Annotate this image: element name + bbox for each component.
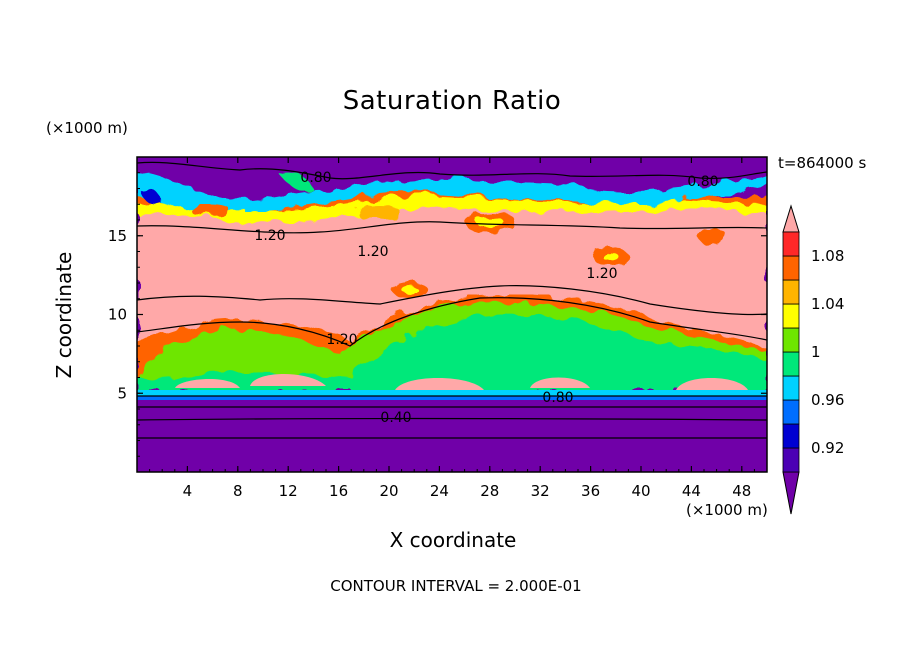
blob	[476, 217, 504, 227]
colorbar: 0.92 0.96 1 1.04 1.08	[782, 204, 844, 515]
x-axis-ticks: 4 8 12 16 20 24 28 32 36 40 44 48	[136, 157, 768, 500]
cloud-base-lenses	[175, 374, 748, 390]
lower-cloud-cyan	[137, 314, 767, 392]
colorbar-swatch	[782, 327, 800, 353]
colorbar-swatch	[782, 231, 800, 257]
y-tick-label: 15	[108, 227, 127, 245]
x-tick-label: 8	[233, 482, 243, 500]
colorbar-label: 1.08	[811, 247, 844, 265]
colorbar-swatch	[782, 375, 800, 401]
x-tick-label: 24	[430, 482, 449, 500]
y-axis-ticks: 5 10 15	[108, 156, 767, 473]
contour-interval-footer: CONTOUR INTERVAL = 2.000E-01	[330, 577, 582, 595]
chart-title: Saturation Ratio	[342, 86, 562, 116]
colorbar-swatch	[782, 423, 800, 449]
contour-label: 0.80	[300, 170, 331, 186]
blob	[190, 204, 230, 216]
contour-label: 1.20	[326, 332, 357, 348]
x-tick-label: 20	[379, 482, 398, 500]
contour-lines	[137, 161, 767, 439]
colorbar-swatch	[782, 279, 800, 305]
colorbar-label: 1	[811, 343, 821, 361]
colorbar-swatch	[782, 399, 800, 425]
x-tick-label: 4	[183, 482, 193, 500]
y-tick-label: 5	[117, 384, 127, 402]
colorbar-label: 1.04	[811, 295, 844, 313]
colorbar-label: 0.92	[811, 439, 844, 457]
contour-labels: 0.80 0.80 1.20 1.20 1.20 1.20 0.80 0.40	[254, 170, 718, 426]
x-axis-units: (×1000 m)	[686, 501, 768, 519]
time-label: t=864000 s	[778, 154, 867, 172]
blob	[602, 252, 618, 260]
colorbar-label: 0.96	[811, 391, 844, 409]
cloud-base-band	[137, 390, 767, 396]
colorbar-swatch	[782, 351, 800, 377]
contour-label: 1.20	[357, 244, 388, 260]
contour-label: 0.40	[380, 410, 411, 426]
contour-label: 0.80	[542, 390, 573, 406]
x-tick-label: 44	[682, 482, 701, 500]
blob	[356, 204, 400, 220]
colorbar-extend-top	[782, 204, 800, 233]
dry-lower-layer	[137, 400, 767, 472]
x-tick-label: 32	[531, 482, 550, 500]
heatmap-field	[137, 157, 767, 472]
x-tick-label: 40	[631, 482, 650, 500]
top-green-patch	[280, 173, 314, 191]
colorbar-swatch	[782, 303, 800, 329]
x-tick-label: 12	[279, 482, 298, 500]
top-moist-band	[137, 172, 767, 212]
x-tick-label: 36	[581, 482, 600, 500]
contour-label: 1.20	[254, 228, 285, 244]
contour-label: 1.20	[586, 266, 617, 282]
cloud-base-band-blue	[137, 396, 767, 400]
top-left-blue-patch	[140, 188, 161, 204]
blob	[698, 227, 726, 245]
colorbar-extend-bottom	[782, 471, 800, 515]
x-axis-label: X coordinate	[389, 528, 517, 552]
blob	[402, 286, 418, 294]
y-axis-units: (×1000 m)	[46, 119, 128, 137]
colorbar-swatch	[782, 447, 800, 473]
contour-label: 0.80	[687, 174, 718, 190]
colorbar-swatch	[782, 255, 800, 281]
x-tick-label: 16	[329, 482, 348, 500]
x-tick-label: 28	[480, 482, 499, 500]
y-tick-label: 10	[108, 306, 127, 324]
x-tick-label: 48	[732, 482, 751, 500]
